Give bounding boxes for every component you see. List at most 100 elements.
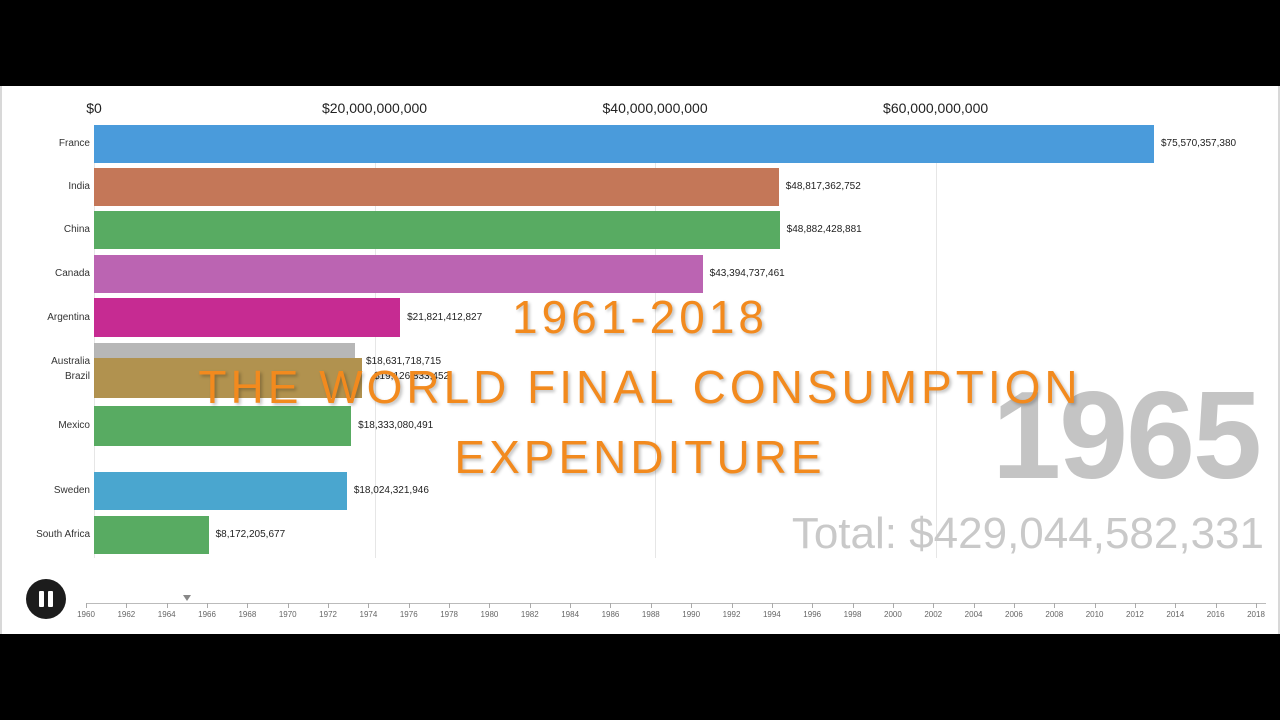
pause-icon-right — [48, 591, 53, 607]
timeline-tick — [1054, 603, 1056, 608]
timeline-year-label: 1996 — [803, 610, 822, 619]
timeline-year-label: 1992 — [722, 610, 741, 619]
timeline-tick — [691, 603, 693, 608]
timeline-year-label: 2012 — [1126, 610, 1144, 619]
timeline-tick — [771, 603, 773, 608]
frame-border-left — [0, 86, 2, 634]
bar-category-label: Argentina — [47, 311, 90, 323]
timeline-tick — [287, 603, 289, 608]
timeline-year-label: 1998 — [843, 610, 862, 619]
timeline-year-label: 1960 — [77, 610, 95, 619]
timeline-year-label: 2006 — [1005, 610, 1023, 619]
timeline-tick — [973, 603, 975, 608]
timeline-year-label: 2008 — [1045, 610, 1064, 619]
pause-icon-left — [39, 591, 44, 607]
timeline-year-label: 1970 — [278, 610, 297, 619]
bar-category-label: China — [63, 224, 90, 235]
overlay-line-3: EXPENDITURE — [454, 431, 826, 483]
timeline-year-label: 2000 — [883, 610, 902, 619]
timeline-tick — [166, 603, 168, 608]
bar-value-label: $8,172,205,677 — [215, 529, 286, 540]
timeline-year-label: 2018 — [1247, 610, 1265, 619]
timeline-tick — [529, 603, 531, 608]
timeline-tick — [1215, 603, 1217, 608]
timeline-year-label: 1972 — [319, 610, 337, 619]
bar-india — [94, 168, 779, 206]
bar-value-label: $75,570,357,380 — [1161, 138, 1237, 149]
timeline-handle[interactable] — [182, 595, 191, 601]
x-tick-label: $60,000,000,000 — [883, 100, 989, 116]
timeline-tick — [933, 603, 935, 608]
total-display: Total: $429,044,582,331 — [791, 509, 1264, 558]
timeline-tick — [812, 603, 814, 608]
bar-sweden — [94, 472, 347, 510]
timeline-year-label: 1976 — [399, 610, 418, 619]
timeline-year-label: 2004 — [964, 610, 983, 619]
bar-brazil — [94, 358, 363, 398]
timeline-tick — [1134, 603, 1136, 608]
timeline-tick — [1094, 603, 1096, 608]
bar-mexico — [94, 406, 352, 446]
bar-value-label: $18,333,080,491 — [358, 420, 434, 431]
timeline-tick — [86, 603, 87, 608]
bar-category-label: India — [68, 181, 90, 192]
timeline-year-label: 1994 — [762, 610, 781, 619]
bar-canada — [94, 255, 703, 293]
bar-value-label: $43,394,737,461 — [709, 268, 785, 279]
timeline-tick — [892, 603, 894, 608]
frame-border-right — [1278, 86, 1280, 634]
bar-category-label: South Africa — [36, 529, 90, 540]
timeline-year-label: 2014 — [1166, 610, 1185, 619]
timeline-tick — [1175, 603, 1177, 608]
bar-france — [94, 125, 1154, 163]
timeline-tick — [126, 603, 128, 608]
bar-value-label: $18,631,718,715 — [366, 356, 442, 367]
bar-category-label: Australia — [51, 356, 90, 367]
overlay-line-2: THE WORLD FINAL CONSUMPTION — [198, 361, 1082, 413]
x-tick-label: $20,000,000,000 — [321, 100, 428, 116]
bar-category-label: Mexico — [58, 420, 90, 431]
pause-button[interactable] — [26, 579, 66, 619]
gridline — [94, 126, 95, 558]
timeline-tick — [1256, 603, 1257, 608]
timeline-tick — [731, 603, 733, 608]
bar-value-label: $48,817,362,752 — [785, 181, 861, 192]
timeline-track[interactable] — [86, 603, 1266, 604]
timeline-year-label: 2002 — [924, 610, 943, 619]
timeline-year-label: 1986 — [601, 610, 620, 619]
bar-category-label: Brazil — [64, 371, 90, 382]
timeline-year-label: 1966 — [198, 610, 216, 619]
gridline — [935, 126, 937, 558]
bar-australia — [94, 343, 356, 358]
timeline-tick — [570, 603, 572, 608]
timeline-tick — [328, 603, 330, 608]
bar-value-label: $21,821,412,827 — [407, 311, 483, 323]
timeline-tick — [207, 603, 209, 608]
bar-argentina — [94, 298, 401, 337]
chart-frame: $0 $20,000,000,000 $40,000,000,000 $60,000,… — [0, 86, 1280, 634]
timeline-year-label: 2016 — [1206, 610, 1225, 619]
timeline-tick — [650, 603, 652, 608]
timeline-year-label: 1980 — [480, 610, 499, 619]
timeline-tick — [408, 603, 410, 608]
timeline-year-label: 1988 — [641, 610, 660, 619]
bar-category-label: Sweden — [53, 485, 90, 496]
bar-china — [94, 211, 780, 249]
timeline-tick — [1013, 603, 1015, 608]
bar-category-label: Canada — [54, 268, 90, 279]
timeline-year-label: 1982 — [520, 610, 539, 619]
current-year-display: 1965 — [992, 367, 1262, 505]
bar-value-label: $48,882,428,881 — [786, 224, 862, 235]
overlay-line-1: 1961-2018 — [512, 291, 768, 343]
timeline-year-label: 1990 — [682, 610, 701, 619]
timeline-tick — [610, 603, 612, 608]
timeline-year-label: 1984 — [561, 610, 580, 619]
x-tick-label: $0 — [86, 100, 102, 116]
gridline — [655, 126, 657, 558]
bar-value-label: $19,126,833,452 — [374, 371, 450, 382]
timeline-year-label: 1974 — [359, 610, 378, 619]
title-overlay: 1961-2018 THE WORLD FINAL CONSUMPTION EX… — [0, 282, 1280, 492]
timeline-year-label: 1978 — [440, 610, 458, 619]
timeline-tick — [368, 603, 370, 608]
timeline-tick — [449, 603, 451, 608]
